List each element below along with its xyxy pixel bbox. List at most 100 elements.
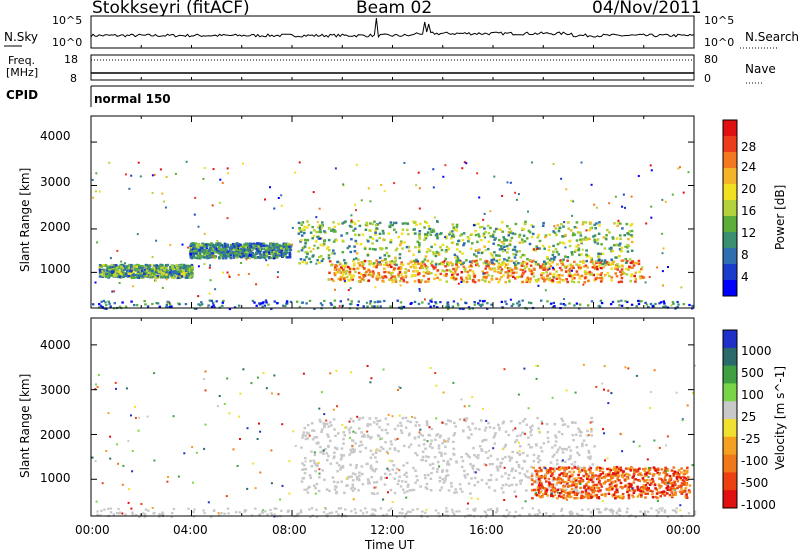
colorbar-segment: [723, 136, 737, 153]
data-cell: [339, 275, 343, 279]
data-cell: [467, 425, 470, 429]
data-cell: [497, 261, 501, 265]
data-cell: [170, 274, 173, 278]
data-cell: [378, 232, 382, 235]
freq-tick-low: 8: [70, 72, 77, 85]
data-cell: [371, 247, 375, 251]
data-cell: [415, 475, 418, 478]
data-cell: [153, 267, 156, 270]
data-cell: [423, 258, 427, 261]
data-cell: [277, 250, 281, 253]
data-cell: [463, 474, 466, 477]
data-cell: [487, 274, 490, 277]
data-cell: [624, 467, 628, 470]
data-cell: [629, 261, 633, 264]
data-cell: [387, 265, 390, 268]
scatter-cell: [117, 462, 120, 465]
ground-cell: [662, 300, 665, 303]
data-cell: [466, 235, 470, 239]
data-cell: [332, 456, 335, 460]
data-cell: [619, 234, 622, 237]
data-cell: [658, 486, 662, 490]
ground-cell: [350, 302, 353, 305]
data-cell: [417, 250, 421, 253]
ground-cell: [211, 301, 215, 304]
scatter-cell: [585, 229, 588, 232]
data-cell: [576, 231, 580, 234]
data-cell: [436, 467, 439, 471]
data-cell: [404, 426, 408, 429]
data-cell: [516, 276, 519, 279]
data-cell: [360, 443, 364, 447]
data-cell: [246, 242, 249, 246]
data-cell: [132, 272, 135, 275]
data-cell: [521, 253, 525, 257]
data-cell: [256, 242, 259, 245]
data-cell: [424, 447, 427, 450]
data-cell: [413, 274, 417, 277]
data-cell: [532, 453, 536, 457]
data-cell: [664, 478, 667, 482]
data-cell: [501, 250, 505, 253]
data-cell: [473, 280, 477, 284]
data-cell: [185, 273, 189, 276]
data-cell: [407, 262, 410, 266]
ground-cell: [483, 299, 486, 303]
data-cell: [272, 256, 276, 260]
scatter-cell: [267, 264, 270, 267]
data-cell: [120, 269, 123, 272]
data-cell: [585, 482, 588, 486]
data-cell: [566, 256, 570, 259]
data-cell: [626, 232, 629, 235]
data-cell: [559, 492, 562, 495]
scatter-cell: [658, 446, 661, 449]
data-cell: [566, 491, 569, 495]
data-cell: [332, 249, 335, 252]
data-cell: [353, 262, 356, 266]
data-cell: [366, 254, 370, 257]
data-cell: [108, 270, 112, 273]
data-cell: [537, 491, 541, 494]
data-cell: [190, 276, 193, 279]
data-cell: [501, 247, 504, 251]
ground-cell: [356, 307, 359, 310]
data-cell: [452, 440, 455, 444]
scatter-cell: [181, 243, 184, 246]
data-cell: [444, 250, 448, 253]
scatter-cell: [665, 470, 668, 473]
data-cell: [518, 235, 521, 239]
freq-label: Freq.: [8, 54, 36, 67]
data-cell: [527, 267, 531, 271]
data-cell: [460, 490, 464, 493]
data-cell: [177, 276, 180, 279]
data-cell: [628, 230, 631, 233]
data-cell: [488, 280, 491, 284]
scatter-cell: [96, 385, 99, 388]
data-cell: [431, 446, 434, 449]
date-title: 04/Nov/2011: [592, 0, 702, 18]
data-cell: [189, 265, 192, 268]
ground-cell: [573, 304, 576, 307]
data-cell: [571, 274, 575, 277]
data-cell: [265, 252, 269, 256]
data-cell: [305, 488, 308, 491]
data-cell: [250, 246, 253, 249]
data-cell: [348, 270, 352, 274]
data-cell: [541, 244, 545, 248]
scatter-cell: [627, 367, 630, 370]
data-cell: [511, 450, 514, 454]
data-cell: [487, 247, 490, 251]
data-cell: [577, 244, 580, 247]
data-cell: [124, 274, 128, 278]
data-cell: [546, 261, 550, 264]
vel-ytick-2000: 2000: [40, 428, 71, 442]
data-cell: [665, 492, 669, 495]
data-cell: [184, 269, 188, 273]
data-cell: [455, 261, 458, 264]
data-cell: [630, 467, 634, 470]
data-cell: [98, 264, 102, 267]
data-cell: [682, 489, 685, 493]
scatter-cell: [226, 217, 229, 220]
scatter-cell: [291, 226, 294, 229]
scatter-cell: [572, 200, 575, 203]
